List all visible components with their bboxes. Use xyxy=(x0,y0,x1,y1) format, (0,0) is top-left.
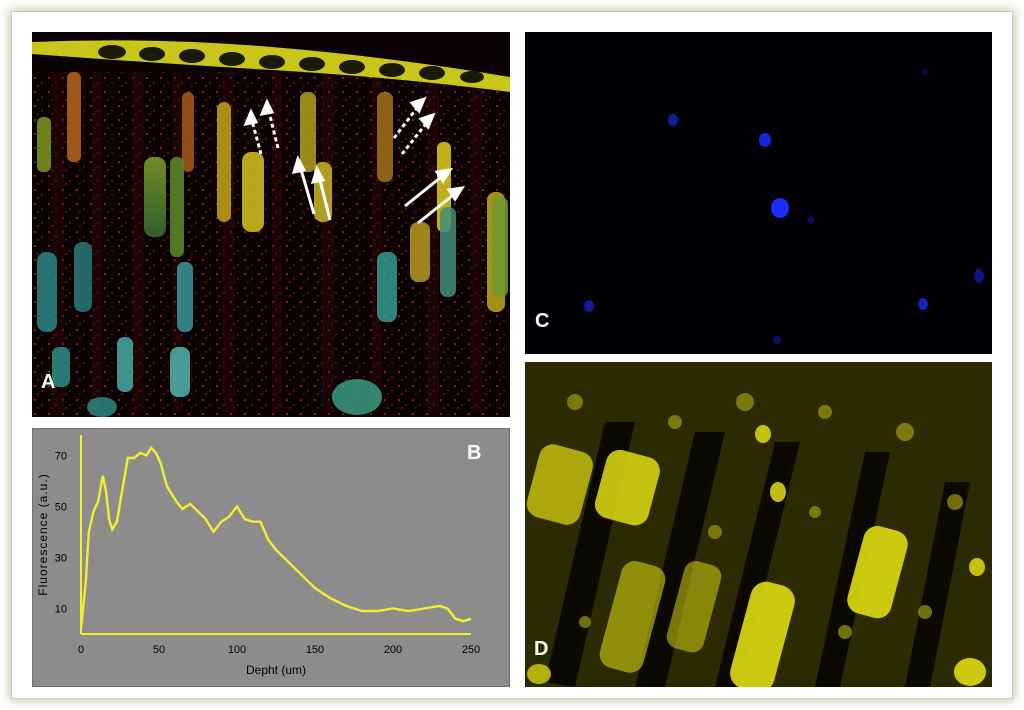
micrograph-panel-a: A xyxy=(32,32,510,417)
y-tick-label: 50 xyxy=(55,501,67,513)
micrograph-a-image xyxy=(32,32,510,417)
x-tick-label: 200 xyxy=(384,644,402,656)
panel-label-b: B xyxy=(467,442,482,464)
x-tick-label: 0 xyxy=(78,644,84,656)
y-tick-label: 10 xyxy=(55,603,67,615)
chart-ticks: 0 50 100 150 200 250 10 30 50 70 xyxy=(55,450,480,656)
panel-label-a: A xyxy=(41,371,56,393)
y-axis-label: Fluorescence (a.u.) xyxy=(36,473,50,595)
x-axis-label: Depht (um) xyxy=(246,663,306,677)
micrograph-d-image xyxy=(525,362,992,687)
micrograph-panel-c: C xyxy=(525,32,992,354)
micrograph-panel-d: D xyxy=(525,362,992,687)
y-tick-label: 30 xyxy=(55,552,67,564)
micrograph-c-image xyxy=(525,32,992,354)
chart-panel-b: 0 50 100 150 200 250 10 30 50 70 Depht (um) Fluor… xyxy=(32,428,510,687)
x-tick-label: 50 xyxy=(153,644,165,656)
chart-axes xyxy=(80,435,471,635)
x-tick-label: 250 xyxy=(462,644,480,656)
panel-label-c: C xyxy=(535,310,550,332)
y-tick-label: 70 xyxy=(55,450,67,462)
fluorescence-depth-chart: 0 50 100 150 200 250 10 30 50 70 Depht (um) Fluor… xyxy=(36,435,480,677)
panel-label-d: D xyxy=(534,638,549,660)
x-tick-label: 150 xyxy=(306,644,324,656)
x-tick-label: 100 xyxy=(228,644,246,656)
series-line-fluorescence xyxy=(79,445,472,630)
